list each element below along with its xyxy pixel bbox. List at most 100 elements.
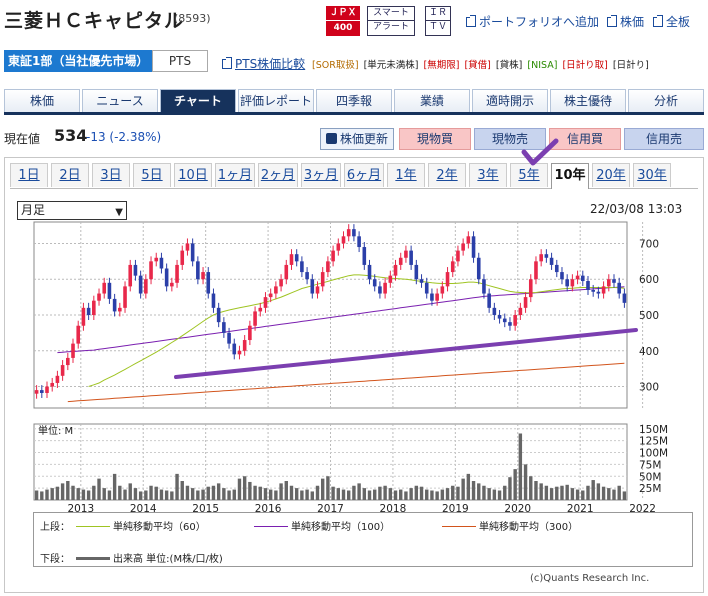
period-10y[interactable]: 10年 (551, 163, 589, 189)
period-5y[interactable]: 5年 (510, 163, 548, 187)
legend-ma100: 単純移動平均（100） (254, 518, 390, 533)
volume-bar (227, 490, 231, 500)
tab-rating-report[interactable]: 評価レポート (238, 89, 314, 112)
price-tick-label: 300 (639, 382, 659, 394)
period-1y[interactable]: 1年 (387, 163, 425, 187)
margin-sell-button[interactable]: 信用売 (624, 128, 704, 150)
tag-odd-lot: [単元未満株] (363, 60, 419, 71)
candle-body (476, 257, 481, 280)
irtv-button[interactable]: ＩＲ ＴＶ (425, 6, 451, 36)
volume-bar (513, 469, 517, 500)
candle-body (388, 275, 393, 283)
volume-bar (352, 485, 356, 500)
candle-body (612, 279, 616, 283)
candle-body (414, 264, 419, 280)
period-1d[interactable]: 1日 (10, 163, 48, 187)
period-3m[interactable]: 3ヶ月 (301, 163, 341, 187)
period-2y[interactable]: 2年 (428, 163, 466, 187)
tab-shikiho[interactable]: 四季報 (316, 89, 392, 112)
candle-body (372, 279, 377, 287)
volume-bar (435, 491, 439, 500)
candle-body (279, 279, 283, 287)
candle-body (487, 293, 491, 308)
cash-sell-button[interactable]: 現物売 (474, 128, 546, 150)
cash-buy-button[interactable]: 現物買 (399, 128, 471, 150)
volume-bar (206, 486, 210, 500)
tab-news[interactable]: ニュース (82, 89, 158, 112)
chevron-down-icon: ▼ (115, 207, 123, 218)
candle-body (149, 261, 153, 280)
volume-bar (92, 485, 96, 500)
market-tab-tse1[interactable]: 東証1部（当社優先市場） (4, 50, 152, 72)
price-tick-label: 400 (639, 346, 659, 358)
period-30y[interactable]: 30年 (633, 163, 671, 187)
volume-bar (45, 489, 49, 500)
candle-body (133, 264, 138, 276)
volume-bar (430, 490, 434, 500)
candle-body (424, 282, 429, 294)
volume-bar (170, 491, 174, 500)
period-1m[interactable]: 1ヶ月 (215, 163, 255, 187)
candle-body (40, 390, 44, 393)
stock-price-link[interactable]: 株価 (607, 13, 644, 30)
margin-buy-button[interactable]: 信用買 (549, 128, 621, 150)
tab-disclosure[interactable]: 適時開示 (472, 89, 548, 112)
price-change: -13 (-2.38%) (86, 130, 162, 144)
tab-chart[interactable]: チャート (160, 89, 236, 112)
candle-body (232, 343, 237, 355)
candle-body (268, 293, 273, 298)
volume-swatch (76, 557, 110, 560)
candle-body (237, 350, 242, 355)
candle-body (123, 286, 127, 308)
volume-bar (76, 488, 80, 500)
period-10d[interactable]: 10日 (174, 163, 212, 187)
volume-bar (575, 489, 580, 500)
volume-bar (190, 488, 195, 500)
volume-bar (591, 480, 595, 500)
ma60-swatch (76, 526, 110, 527)
period-3d[interactable]: 3日 (92, 163, 130, 187)
stock-code: (8593) (174, 12, 211, 25)
pts-compare-link[interactable]: PTS株価比較 (222, 55, 305, 72)
candle-body (170, 282, 174, 287)
tab-earnings[interactable]: 業績 (394, 89, 470, 112)
pts-compare-label: PTS株価比較 (235, 57, 306, 71)
candle-body (580, 275, 585, 282)
candle-body (196, 261, 200, 280)
candle-body (534, 261, 538, 280)
period-5d[interactable]: 5日 (133, 163, 171, 187)
full-board-link[interactable]: 全板 (653, 13, 690, 30)
volume-bar (456, 486, 460, 500)
volume-bar (487, 488, 491, 500)
candle-body (86, 307, 91, 315)
period-3y[interactable]: 3年 (469, 163, 507, 187)
candle-body (471, 236, 476, 258)
candle-body (138, 275, 143, 294)
add-portfolio-link[interactable]: ポートフォリオへ追加 (466, 13, 599, 30)
period-6m[interactable]: 6ヶ月 (344, 163, 384, 187)
volume-bar (607, 488, 611, 500)
tab-analysis[interactable]: 分析 (628, 89, 704, 112)
volume-bar (331, 486, 335, 500)
interval-select[interactable]: 月足 ▼ (17, 201, 127, 220)
volume-bar (326, 476, 330, 500)
candle-body (482, 279, 486, 294)
volume-bar (341, 489, 346, 500)
market-tab-pts[interactable]: PTS (152, 50, 208, 72)
tag-daytrade-take: [日計り取] (562, 60, 608, 71)
candle-body (606, 279, 611, 287)
smart-alert-button[interactable]: スマート アラート (367, 6, 415, 36)
volume-bar (581, 490, 585, 500)
period-2d[interactable]: 2日 (51, 163, 89, 187)
period-20y[interactable]: 20年 (592, 163, 630, 187)
volume-bar (560, 485, 564, 500)
candle-body (180, 250, 185, 265)
refresh-price-button[interactable]: 株価更新 (320, 128, 394, 150)
period-2m[interactable]: 2ヶ月 (258, 163, 298, 187)
jpx400-badge[interactable]: ＪＰＸ 400 (326, 6, 360, 36)
candle-body (71, 343, 75, 358)
tab-stock-price[interactable]: 株価 (4, 89, 80, 112)
tab-shareholder-benefits[interactable]: 株主優待 (550, 89, 626, 112)
candle-body (502, 318, 507, 323)
